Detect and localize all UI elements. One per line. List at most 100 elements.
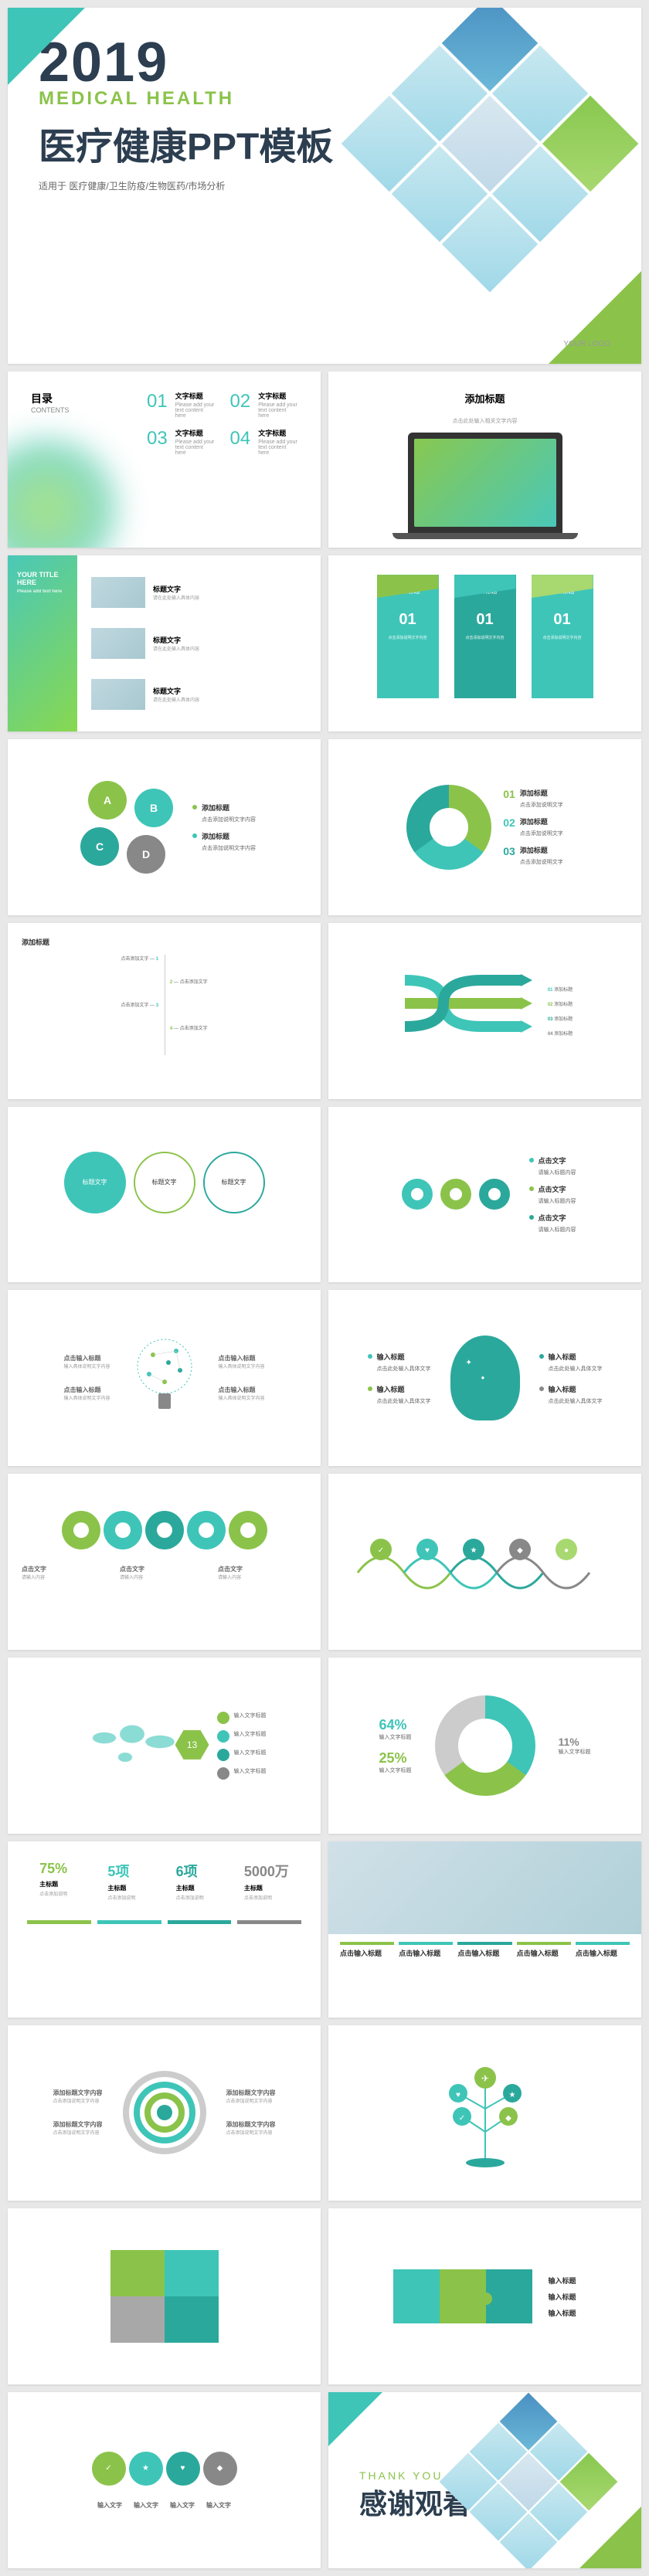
pie-chart [435,1695,535,1796]
pie-item: 11%输入文字标题 [559,1736,591,1756]
bldg-item: 点击输入标题 [340,1942,394,1961]
toc-item: 04文字标题Please add your text content here [230,428,298,456]
triangle-green [579,2506,641,2568]
triangle-teal [328,2392,382,2446]
bar-item: 输入标题01点击添加说明文字内容 [532,575,593,698]
slide-donut1: 01添加标题点击添加说明文字 02添加标题点击添加说明文字 03添加标题点击添加… [328,739,641,915]
pie-item: 64%输入文字标题 [379,1717,412,1741]
svg-text:✈: ✈ [481,2073,488,2084]
svg-text:★: ★ [508,2091,515,2099]
toc-header-en: CONTENTS [31,406,124,414]
gear-icon [145,1511,184,1549]
svg-text:★: ★ [471,1546,477,1555]
donut-item: 01添加标题点击添加说明文字 [503,788,563,809]
head-silhouette: ✦ ● [450,1336,520,1420]
timeline: 点击添加文字 — 1 2 — 点击添加文字 点击添加文字 — 3 4 — 点击添… [22,955,307,1055]
target-item: 添加标题文字内容点击添加说明文字内容 [53,2120,103,2136]
yt-row: 标题文字请在此处输入具体内容 [91,671,307,718]
slide-bubbles3: 标题文字 标题文字 标题文字 [8,1107,321,1283]
cover-logo: YOUR LOGO [563,340,610,348]
chain-item: 点击文字请输入标题内容 [529,1184,576,1205]
yt-title: YOUR TITLE HERE [17,571,68,586]
yt-row: 标题文字请在此处输入具体内容 [91,620,307,667]
bar-item: 输入标题01点击添加说明文字内容 [454,575,516,698]
chain-item: 点击文字请输入标题内容 [529,1213,576,1234]
svg-text:◆: ◆ [505,2114,511,2123]
gear-icon [104,1511,142,1549]
slide-wave5: ✓ ♥ ★ ◆ ● [328,1474,641,1650]
gear-icon [187,1511,226,1549]
slide-timeline: 添加标题 点击添加文字 — 1 2 — 点击添加文字 点击添加文字 — 3 4 … [8,923,321,1099]
slide-stats4: 75%主标题点击添加说明 5项主标题点击添加说明 6项主标题点击添加说明 500… [8,1841,321,2018]
slide-building: 点击输入标题 点击输入标题 点击输入标题 点击输入标题 点击输入标题 [328,1841,641,2018]
slide-bulb: 点击输入标题输入具体说明文字内容 点击输入标题输入具体说明文字内容 点击输入标题… [8,1290,321,1466]
toc-item: 02文字标题Please add your text content here [230,391,298,419]
svg-text:♥: ♥ [425,1546,430,1555]
puzzle3-item: 输入标题 [548,2292,576,2302]
slide-cover: 2019 MEDICAL HEALTH 医疗健康PPT模板 适用于 医疗健康/卫… [8,8,641,364]
bubble: 标题文字 [203,1152,265,1213]
arrows-graphic [397,965,536,1057]
head-item: 输入标题点击此处输入具体文字 [539,1352,603,1373]
map-item: 输入文字标题 [217,1767,267,1780]
puzzle3-graphic [393,2269,532,2323]
stat-item: 5000万主标题点击添加说明 [244,1861,289,1901]
slide-worldmap: 13 输入文字标题 输入文字标题 输入文字标题 输入文字标题 [8,1658,321,1834]
slide-arrows4: 01 添加标题 02 添加标题 03 添加标题 04 添加标题 [328,923,641,1099]
arrow-item: 02 添加标题 [548,1000,573,1007]
arrow-item: 03 添加标题 [548,1015,573,1022]
triangle-green [549,271,641,364]
donut-item: 02添加标题点击添加说明文字 [503,816,563,837]
slide-abcd: A B C D 添加标题点击添加说明文字内容 添加标题点击添加说明文字内容 [8,739,321,915]
pie-item: 25%输入文字标题 [379,1750,412,1774]
circle-b: B [134,789,173,827]
flow-graphic: ✓ ★ ♥ ◆ [92,2452,237,2486]
donut-chart [406,785,491,870]
slide-head: 输入标题点击此处输入具体文字 输入标题点击此处输入具体文字 ✦ ● 输入标题点击… [328,1290,641,1466]
head-item: 输入标题点击此处输入具体文字 [368,1352,431,1373]
toc-header: 目录 [31,391,124,406]
slide-your-title: YOUR TITLE HERE Please add text here 标题文… [8,555,321,731]
head-item: 输入标题点击此处输入具体文字 [368,1384,431,1405]
target-item: 添加标题文字内容点击添加说明文字内容 [53,2089,103,2105]
bulb-item: 点击输入标题输入具体说明文字内容 [219,1354,265,1370]
bulb-item: 点击输入标题输入具体说明文字内容 [219,1386,265,1402]
circle-a: A [88,781,127,820]
slide-pie: 64%输入文字标题 25%输入文字标题 11%输入文字标题 [328,1658,641,1834]
bubble: 标题文字 [64,1152,126,1213]
slide-toc: 目录 CONTENTS 01文字标题Please add your text c… [8,372,321,548]
flow-item: 输入文字 [170,2501,195,2510]
puzzle3-item: 输入标题 [548,2276,576,2286]
tree-graphic: ✈ ♥ ★ ✓ ◆ [431,2055,539,2170]
addtitle-header: 添加标题 [352,391,618,406]
bldg-item: 点击输入标题 [576,1942,630,1961]
circle-d: D [127,835,165,874]
svg-text:✓: ✓ [378,1546,384,1555]
chain-graphic [394,1163,518,1225]
gear-item: 点击文字请输入内容 [22,1565,110,1581]
svg-text:◆: ◆ [517,1546,523,1555]
bulb-item: 点击输入标题输入具体说明文字内容 [63,1386,110,1402]
slide-thanks: THANK YOU 感谢观看 [328,2392,641,2568]
arrow-item: 01 添加标题 [548,986,573,993]
gear-icon [62,1511,100,1549]
laptop-mockup [408,433,562,533]
slide-gears: 点击文字请输入内容 点击文字请输入内容 点击文字请输入内容 [8,1474,321,1650]
svg-text:✓: ✓ [458,2114,464,2123]
svg-text:●: ● [564,1546,569,1555]
bulb-graphic [134,1336,195,1420]
puzzle-graphic [110,2250,219,2343]
flow-item: 输入文字 [97,2501,122,2510]
building-image [328,1841,641,1934]
stat-item: 75%主标题点击添加说明 [39,1861,67,1901]
donut-item: 03添加标题点击添加说明文字 [503,845,563,866]
map-item: 输入文字标题 [217,1730,267,1743]
toc-item: 01文字标题Please add your text content here [147,391,215,419]
slide-target: 添加标题文字内容点击添加说明文字内容 添加标题文字内容点击添加说明文字内容 添加… [8,2025,321,2201]
triangle-teal [8,8,85,85]
slide-flow4: ✓ ★ ♥ ◆ 输入文字 输入文字 输入文字 输入文字 [8,2392,321,2568]
map-item: 输入文字标题 [217,1749,267,1761]
head-item: 输入标题点击此处输入具体文字 [539,1384,603,1405]
target-item: 添加标题文字内容点击添加说明文字内容 [226,2089,276,2105]
bldg-item: 点击输入标题 [517,1942,571,1961]
